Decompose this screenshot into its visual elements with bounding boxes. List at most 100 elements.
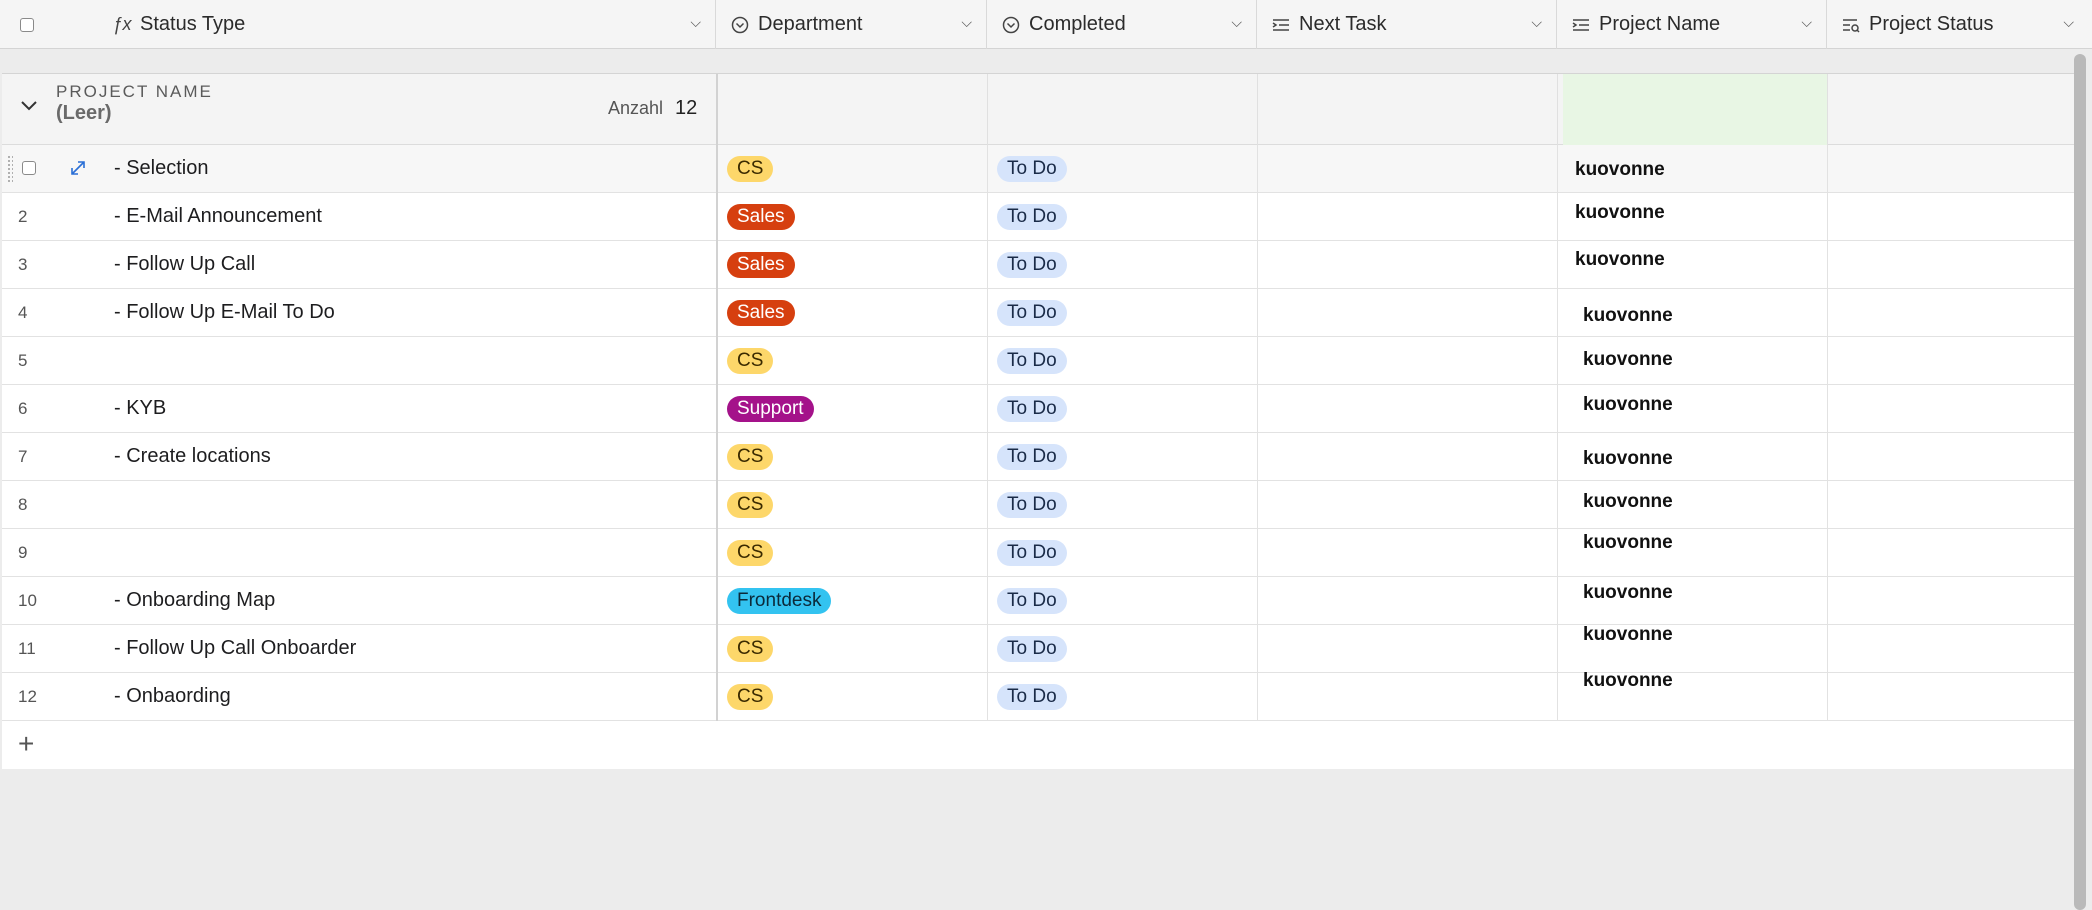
completed-status-tag[interactable]: To Do — [997, 492, 1067, 518]
completed-status-tag[interactable]: To Do — [997, 300, 1067, 326]
completed-status-tag[interactable]: To Do — [997, 684, 1067, 710]
row-number: 12 — [18, 687, 37, 706]
project-name-cell[interactable]: kuovonne — [1575, 249, 1665, 270]
row-number: 5 — [18, 351, 28, 370]
header-next-task[interactable]: Next Task ⌵ — [1257, 0, 1557, 49]
project-name-cell[interactable]: kuovonne — [1575, 159, 1665, 180]
chevron-down-icon[interactable]: ⌵ — [1231, 14, 1242, 30]
column-separator — [987, 673, 988, 721]
table-row[interactable]: 11 - Follow Up Call Onboarder CS To Do — [2, 625, 2075, 673]
status-type-cell[interactable]: - Onboarding Map — [114, 589, 276, 611]
department-tag[interactable]: CS — [727, 540, 774, 566]
department-tag[interactable]: CS — [727, 156, 774, 182]
table-row[interactable]: 5 CS To Do — [2, 337, 2075, 385]
status-type-cell[interactable]: - KYB — [114, 397, 167, 419]
single-select-icon — [1001, 15, 1021, 35]
column-separator — [1257, 241, 1258, 289]
column-separator — [1557, 337, 1558, 385]
project-name-cell[interactable]: kuovonne — [1583, 448, 1673, 469]
column-separator — [1257, 433, 1258, 481]
header-project-name[interactable]: Project Name ⌵ — [1557, 0, 1827, 49]
project-name-cell[interactable]: kuovonne — [1583, 670, 1673, 691]
project-name-cell[interactable]: kuovonne — [1583, 532, 1673, 553]
department-tag[interactable]: Sales — [727, 204, 795, 230]
project-name-cell[interactable]: kuovonne — [1583, 582, 1673, 603]
status-type-cell[interactable]: - Follow Up E-Mail To Do — [114, 301, 335, 323]
column-separator — [716, 385, 718, 433]
department-tag[interactable]: CS — [727, 684, 774, 710]
single-select-icon — [730, 15, 750, 35]
table-row[interactable]: 4 - Follow Up E-Mail To Do Sales To Do — [2, 289, 2075, 337]
column-separator — [987, 193, 988, 241]
row-number: 7 — [18, 447, 28, 466]
column-separator — [716, 433, 718, 481]
completed-status-tag[interactable]: To Do — [997, 636, 1067, 662]
department-tag[interactable]: CS — [727, 636, 774, 662]
project-name-cell[interactable]: kuovonne — [1583, 349, 1673, 370]
row-number: 3 — [18, 255, 28, 274]
table-row[interactable]: 12 - Onbaording CS To Do — [2, 673, 2075, 721]
header-label: Department — [758, 13, 863, 35]
status-type-cell[interactable]: - Follow Up Call — [114, 253, 256, 275]
row-checkbox[interactable] — [22, 161, 36, 175]
table-row[interactable]: 7 - Create locations CS To Do — [2, 433, 2075, 481]
status-type-cell[interactable]: - Selection — [114, 157, 209, 179]
column-separator — [1557, 289, 1558, 337]
column-separator — [716, 145, 718, 193]
column-separator — [1827, 241, 1828, 289]
department-tag[interactable]: CS — [727, 444, 774, 470]
completed-status-tag[interactable]: To Do — [997, 204, 1067, 230]
chevron-down-icon[interactable]: ⌵ — [2063, 14, 2074, 30]
table-row[interactable]: - Selection CS To Do — [2, 145, 2075, 193]
plus-icon[interactable]: + — [18, 728, 35, 759]
completed-status-tag[interactable]: To Do — [997, 588, 1067, 614]
column-separator — [987, 385, 988, 433]
table-row[interactable]: 6 - KYB Support To Do — [2, 385, 2075, 433]
completed-status-tag[interactable]: To Do — [997, 540, 1067, 566]
vertical-scrollbar[interactable] — [2074, 54, 2086, 910]
expand-icon[interactable] — [68, 158, 88, 183]
chevron-down-icon[interactable]: ⌵ — [1531, 14, 1542, 30]
table-row[interactable]: 8 CS To Do — [2, 481, 2075, 529]
department-tag[interactable]: Sales — [727, 252, 795, 278]
project-name-cell[interactable]: kuovonne — [1583, 491, 1673, 512]
project-name-cell[interactable]: kuovonne — [1583, 305, 1673, 326]
header-status-type[interactable]: ƒx Status Type ⌵ — [0, 0, 716, 49]
column-separator — [1557, 145, 1558, 193]
completed-status-tag[interactable]: To Do — [997, 444, 1067, 470]
department-tag[interactable]: Sales — [727, 300, 795, 326]
header-project-status[interactable]: Project Status ⌵ — [1827, 0, 2092, 49]
column-separator — [1557, 625, 1558, 673]
drag-handle-icon[interactable] — [7, 155, 13, 183]
column-separator — [1557, 673, 1558, 721]
status-type-cell[interactable]: - Create locations — [114, 445, 271, 467]
project-name-cell[interactable]: kuovonne — [1575, 202, 1665, 223]
status-type-cell[interactable]: - Onbaording — [114, 685, 231, 707]
department-tag[interactable]: CS — [727, 348, 774, 374]
department-tag[interactable]: CS — [727, 492, 774, 518]
header-completed[interactable]: Completed ⌵ — [987, 0, 1257, 49]
status-type-cell[interactable]: - E-Mail Announcement — [114, 205, 322, 227]
table-row[interactable]: 2 - E-Mail Announcement Sales To Do — [2, 193, 2075, 241]
status-type-cell[interactable]: - Follow Up Call Onboarder — [114, 637, 357, 659]
completed-status-tag[interactable]: To Do — [997, 396, 1067, 422]
completed-status-tag[interactable]: To Do — [997, 252, 1067, 278]
chevron-down-icon[interactable] — [20, 96, 38, 117]
column-separator — [1827, 673, 1828, 721]
project-name-cell[interactable]: kuovonne — [1583, 394, 1673, 415]
table-row[interactable]: 9 CS To Do — [2, 529, 2075, 577]
chevron-down-icon[interactable]: ⌵ — [961, 14, 972, 30]
column-separator — [716, 337, 718, 385]
project-name-cell[interactable]: kuovonne — [1583, 624, 1673, 645]
table-row[interactable]: 10 - Onboarding Map Frontdesk To Do — [2, 577, 2075, 625]
department-tag[interactable]: Support — [727, 396, 814, 422]
chevron-down-icon[interactable]: ⌵ — [1801, 14, 1812, 30]
add-row[interactable] — [2, 721, 2075, 769]
department-tag[interactable]: Frontdesk — [727, 588, 832, 614]
chevron-down-icon[interactable]: ⌵ — [690, 14, 701, 30]
table-row[interactable]: 3 - Follow Up Call Sales To Do — [2, 241, 2075, 289]
completed-status-tag[interactable]: To Do — [997, 348, 1067, 374]
completed-status-tag[interactable]: To Do — [997, 156, 1067, 182]
select-all-checkbox[interactable] — [20, 17, 34, 32]
header-department[interactable]: Department ⌵ — [716, 0, 987, 49]
